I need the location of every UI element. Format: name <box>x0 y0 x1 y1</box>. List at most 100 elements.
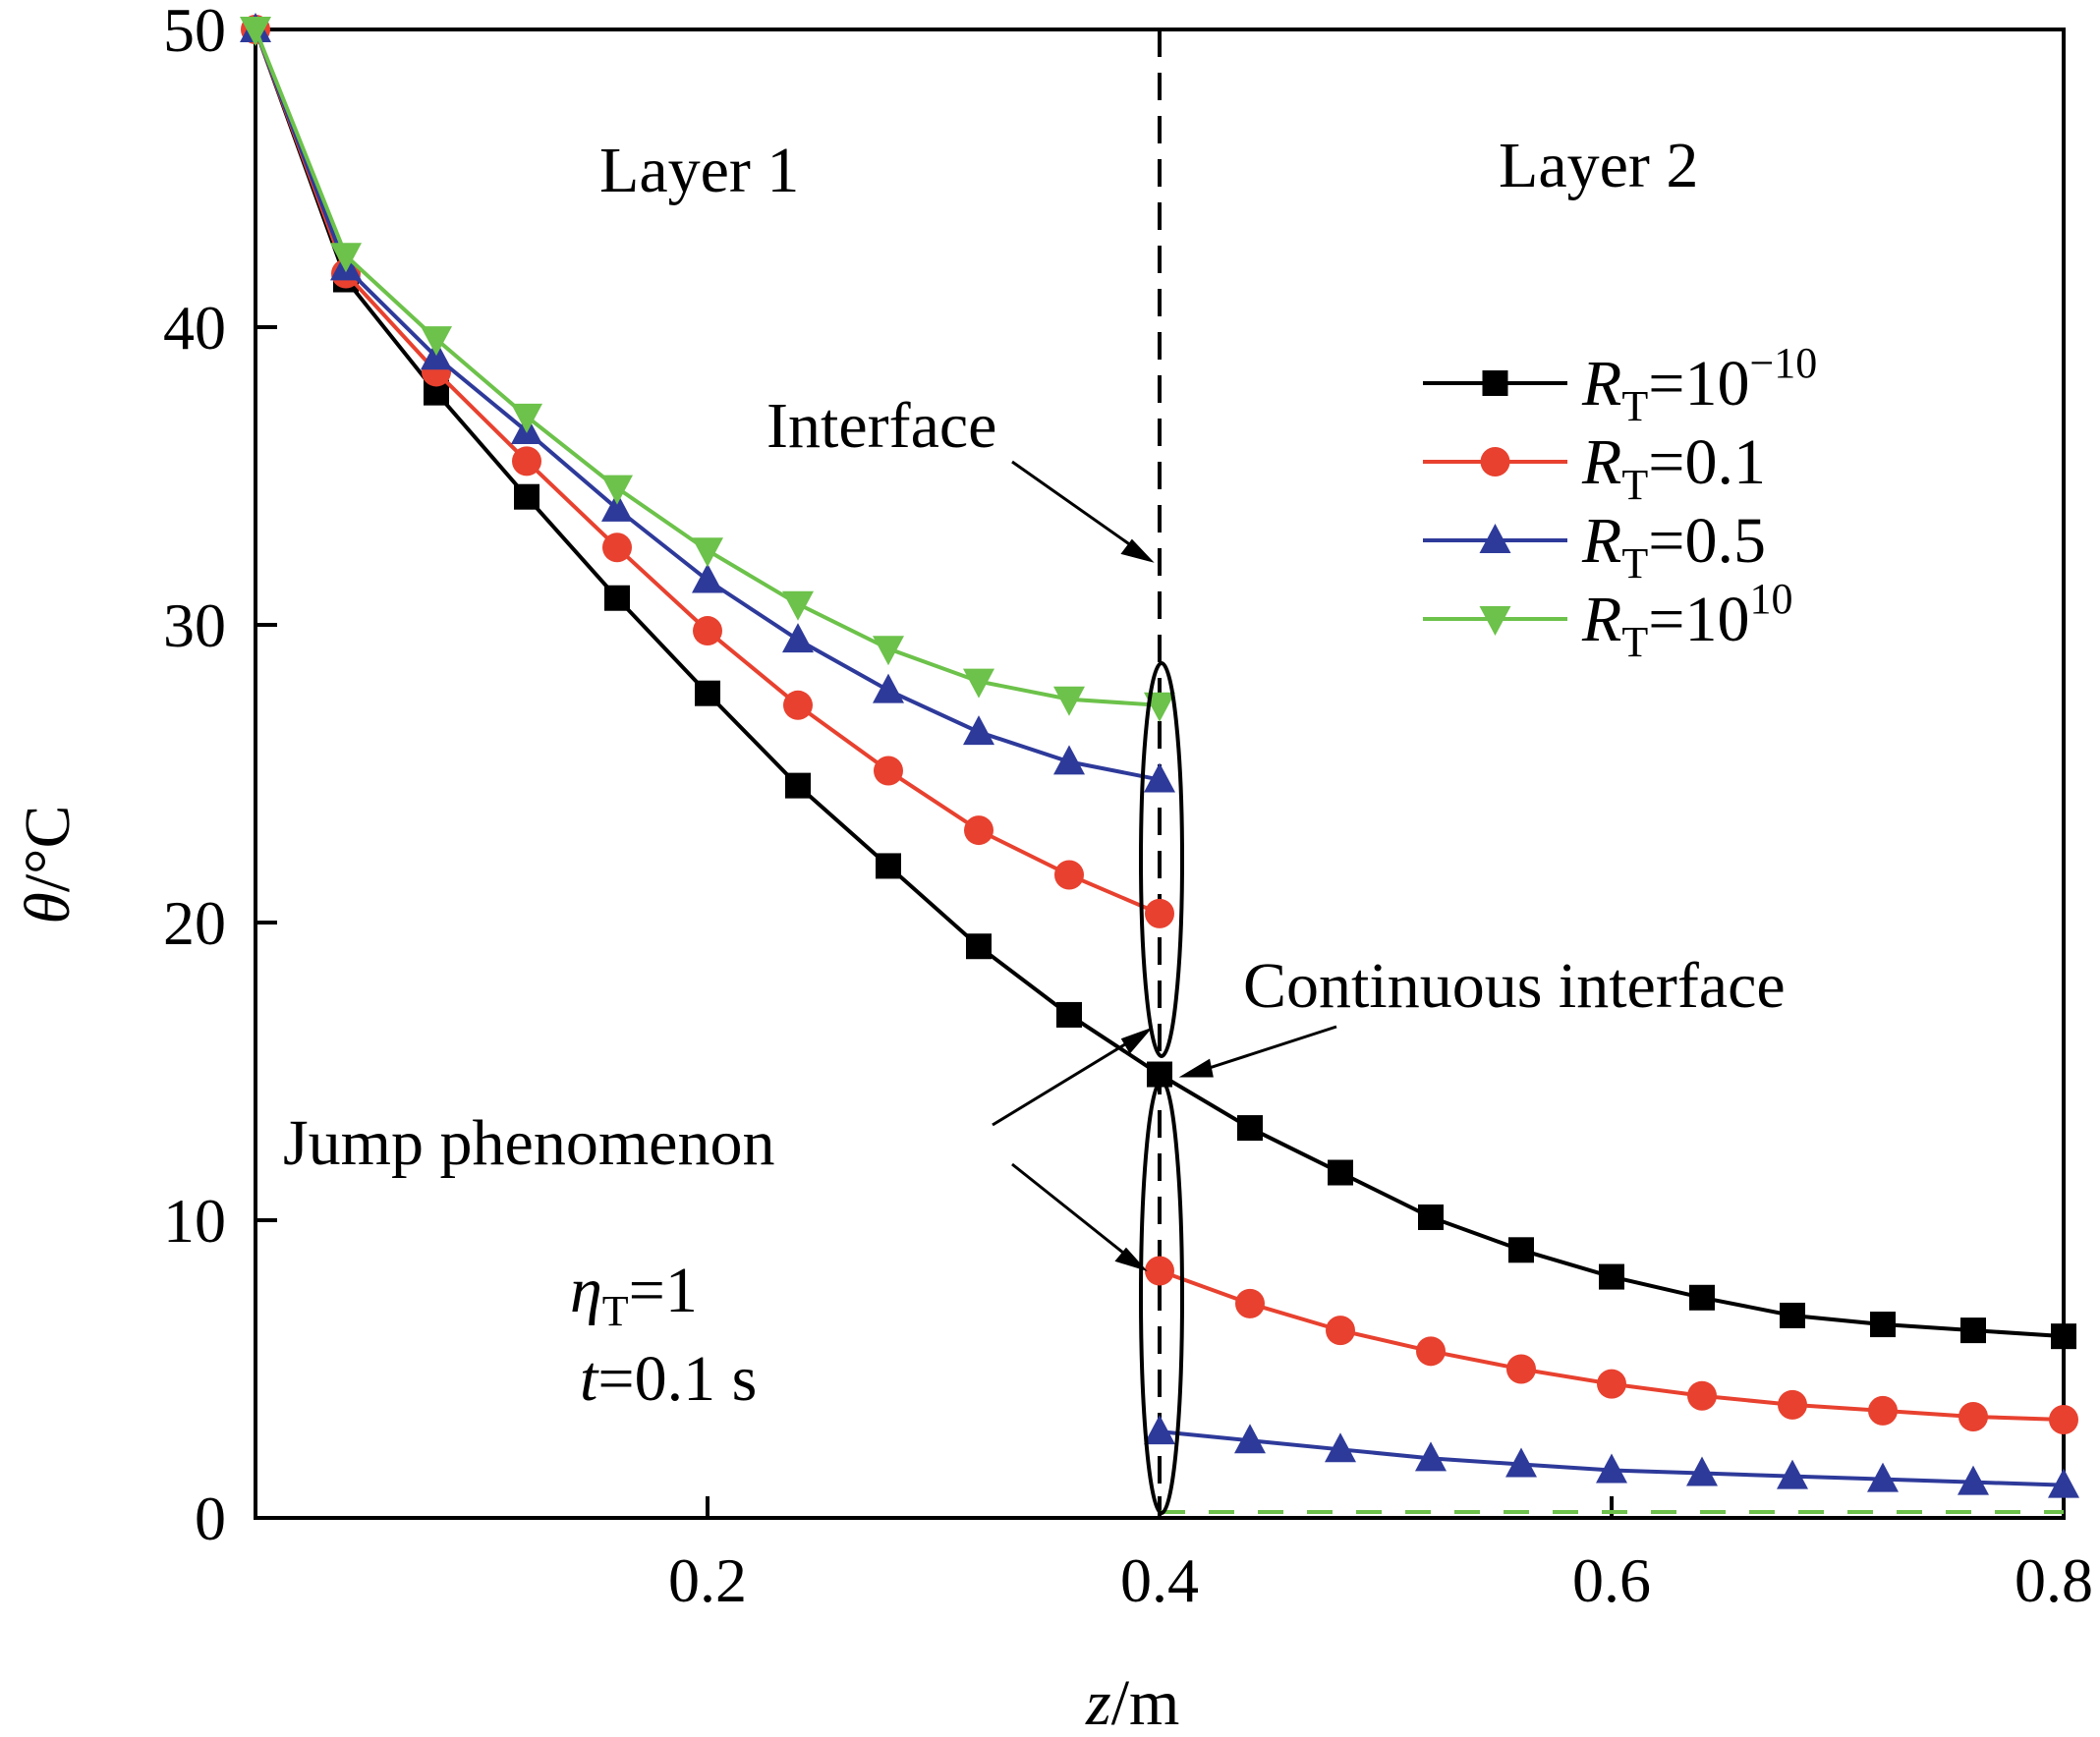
series-line-layer2 <box>1158 1072 2065 1339</box>
data-point-triangle-up <box>1867 1462 1899 1492</box>
y-tick-label: 20 <box>163 888 226 958</box>
data-point-square <box>876 853 901 879</box>
data-point-circle <box>1145 1256 1174 1286</box>
data-point-square <box>1237 1115 1263 1142</box>
data-point-square <box>785 772 811 799</box>
y-axis-ticks: 0 10 20 30 40 50 <box>163 0 277 1553</box>
data-point-circle <box>512 446 541 476</box>
legend-label: RT=10−10 <box>1581 339 1817 430</box>
jump-arrow-upper <box>992 1032 1144 1127</box>
time-var: t <box>580 1343 599 1415</box>
x-axis-var: z <box>1085 1667 1111 1737</box>
data-point-triangle-down <box>1053 686 1085 716</box>
jump-ellipse-lower <box>1139 1079 1184 1515</box>
layer2-label: Layer 2 <box>1499 130 1698 201</box>
data-point-circle <box>1868 1395 1898 1426</box>
data-point-triangle-down <box>511 403 542 433</box>
data-point-circle <box>1145 898 1174 928</box>
data-point-circle <box>602 532 632 563</box>
data-point-triangle-up <box>1479 524 1511 553</box>
data-point-circle <box>693 616 722 646</box>
data-point-triangle-up <box>1686 1456 1718 1486</box>
data-point-circle <box>1506 1354 1536 1384</box>
data-point-triangle-up <box>873 673 904 703</box>
series-group <box>240 13 2079 1514</box>
data-point-circle <box>964 815 993 846</box>
data-point-triangle-down <box>782 590 814 621</box>
y-axis-label: θ/°C <box>12 805 84 924</box>
data-point-triangle-down <box>1479 606 1511 636</box>
data-point-triangle-up <box>1053 745 1085 775</box>
data-point-triangle-up <box>1415 1441 1447 1472</box>
interface-label: Interface <box>766 390 996 462</box>
continuous-arrowhead <box>1178 1058 1214 1078</box>
eta-rest: =1 <box>629 1255 698 1326</box>
x-tick-label: 0.6 <box>1572 1545 1651 1615</box>
data-point-circle <box>1597 1369 1626 1399</box>
eta-label: ηT=1 <box>570 1255 698 1335</box>
data-point-triangle-up <box>1234 1424 1266 1454</box>
data-point-circle <box>1778 1389 1807 1420</box>
annotation-arrows <box>992 460 1337 1272</box>
data-point-triangle-up <box>1958 1465 1989 1495</box>
data-point-circle <box>1235 1288 1265 1318</box>
data-point-triangle-down <box>330 243 362 273</box>
series-line-layer1 <box>254 28 1161 707</box>
jump-arrowhead-lower <box>1114 1247 1148 1272</box>
data-point-triangle-up <box>692 563 723 593</box>
data-point-square <box>604 585 630 611</box>
legend-label: RT=1010 <box>1581 575 1792 666</box>
y-axis-var: θ <box>12 892 84 924</box>
data-point-square <box>1689 1284 1715 1311</box>
data-point-square <box>695 680 720 706</box>
data-point-triangle-down <box>1144 692 1175 722</box>
data-point-square <box>1599 1263 1624 1290</box>
data-point-triangle-down <box>963 668 994 699</box>
data-point-triangle-up <box>2048 1468 2079 1498</box>
eta-sub: T <box>602 1287 629 1335</box>
data-point-circle <box>2049 1405 2078 1435</box>
x-tick-label: 0.8 <box>2015 1545 2093 1615</box>
series-2 <box>240 13 2079 1498</box>
legend-label: RT=0.5 <box>1581 505 1766 588</box>
x-axis-unit: /m <box>1111 1667 1180 1737</box>
x-axis-label: z/m <box>1085 1667 1179 1737</box>
x-axis-ticks: 0.2 0.4 0.6 0.8 <box>668 1496 2093 1615</box>
y-tick-label: 0 <box>195 1484 226 1553</box>
y-tick-label: 40 <box>163 293 226 363</box>
series-3 <box>240 17 2064 1514</box>
data-point-circle <box>1326 1316 1355 1346</box>
data-point-square <box>966 933 992 960</box>
data-point-circle <box>1054 860 1084 890</box>
time-rest: =0.1 s <box>597 1343 757 1415</box>
data-point-triangle-up <box>1596 1453 1627 1484</box>
data-point-triangle-up <box>1777 1459 1808 1489</box>
data-point-square <box>1508 1237 1534 1263</box>
legend-entry-0: RT=10−10 <box>1423 339 1817 430</box>
data-point-square <box>1960 1317 1986 1344</box>
legend-label: RT=0.1 <box>1581 426 1766 509</box>
data-point-triangle-up <box>963 715 994 746</box>
legend-entry-3: RT=1010 <box>1423 575 1792 666</box>
data-point-circle <box>783 690 813 720</box>
data-point-circle <box>1958 1401 1988 1431</box>
continuous-arrow <box>1190 1025 1337 1076</box>
legend-entry-1: RT=0.1 <box>1423 426 1766 509</box>
jump-arrowhead-upper <box>1120 1027 1153 1054</box>
data-point-square <box>1056 1001 1082 1028</box>
data-point-square <box>1418 1204 1444 1230</box>
interface-arrow <box>1011 460 1146 557</box>
data-point-triangle-down <box>601 475 633 505</box>
y-tick-label: 30 <box>163 590 226 660</box>
data-point-triangle-up <box>782 623 814 653</box>
data-point-triangle-down <box>873 636 904 666</box>
jump-ellipse-upper <box>1139 661 1184 1058</box>
data-point-circle <box>1687 1380 1717 1411</box>
continuous-interface-label: Continuous interface <box>1243 950 1786 1022</box>
y-axis-unit: /°C <box>12 805 84 892</box>
y-tick-label: 10 <box>163 1186 226 1256</box>
eta-var: η <box>570 1255 602 1326</box>
data-point-triangle-down <box>421 326 452 357</box>
